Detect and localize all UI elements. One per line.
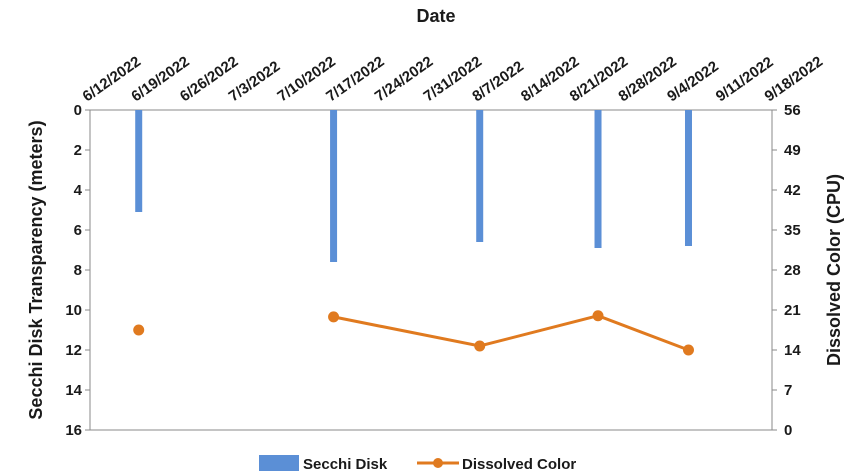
legend-label-dissolved: Dissolved Color [462,456,576,473]
dissolved-color-path [333,314,690,352]
left-y-axis-title: Secchi Disk Transparency (meters) [26,120,46,419]
legend-label-secchi: Secchi Disk [303,456,388,473]
left-y-tick-label: 4 [74,182,83,199]
right-y-axis-ticks: 56 49 42 35 28 21 14 7 0 [772,102,801,439]
right-y-axis-title: Dissolved Color (CPU) [824,174,844,366]
secchi-bar [135,110,143,212]
dissolved-color-point [133,324,145,336]
right-y-tick-label: 28 [784,262,801,279]
secchi-bar [476,110,484,242]
x-axis-title: Date [416,6,455,26]
left-y-tick-label: 10 [65,302,82,319]
secchi-bars [135,110,692,262]
x-axis-ticks: 6/12/20226/19/20226/26/20227/3/20227/10/… [80,53,826,105]
right-y-tick-label: 7 [784,382,792,399]
left-y-axis-ticks: 0 2 4 6 8 10 12 14 16 [65,102,90,439]
right-y-tick-label: 49 [784,142,801,159]
right-y-tick-label: 14 [784,342,801,359]
left-y-tick-label: 14 [65,382,82,399]
plot-area [89,109,773,431]
right-y-tick-label: 21 [784,302,801,319]
dissolved-color-point [592,310,604,322]
right-y-tick-label: 0 [784,422,792,439]
left-y-tick-label: 16 [65,422,82,439]
legend-marker-dissolved [433,458,443,468]
left-y-tick-label: 0 [74,102,82,119]
legend-swatch-secchi [259,455,299,471]
right-y-tick-label: 35 [784,222,801,239]
dissolved-color-point [328,311,340,323]
dissolved-color-point [474,340,486,352]
secchi-bar [594,110,602,248]
right-y-tick-label: 56 [784,102,801,119]
secchi-bar [330,110,338,262]
left-y-tick-label: 6 [74,222,82,239]
left-y-tick-label: 8 [74,262,82,279]
left-y-tick-label: 12 [65,342,82,359]
right-y-tick-label: 42 [784,182,801,199]
legend: Secchi Disk Dissolved Color [259,455,576,473]
dissolved-color-line [133,310,694,356]
dissolved-color-point [682,344,694,356]
secchi-bar [684,110,692,246]
left-y-tick-label: 2 [74,142,82,159]
